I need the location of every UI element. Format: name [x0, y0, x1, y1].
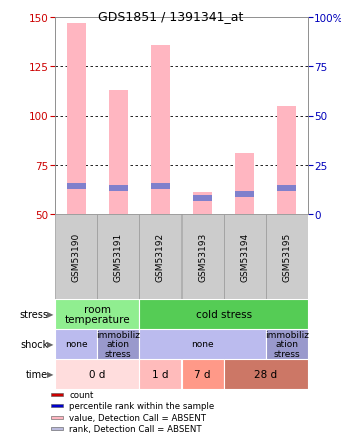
Bar	[97, 214, 139, 299]
Text: none: none	[191, 340, 214, 349]
Bar	[181, 359, 224, 389]
Bar	[139, 299, 308, 329]
Text: 7 d: 7 d	[194, 369, 211, 379]
Text: shock: shock	[20, 339, 48, 349]
Bar	[278, 186, 296, 192]
Text: time: time	[26, 369, 48, 379]
Bar	[55, 359, 139, 389]
Bar	[224, 214, 266, 299]
Text: rank, Detection Call = ABSENT: rank, Detection Call = ABSENT	[69, 424, 202, 433]
Text: GSM53195: GSM53195	[282, 232, 292, 282]
Text: value, Detection Call = ABSENT: value, Detection Call = ABSENT	[69, 413, 206, 422]
Text: none: none	[65, 340, 87, 349]
Text: GSM53192: GSM53192	[156, 232, 165, 281]
Text: ▶: ▶	[47, 370, 53, 378]
Bar	[109, 186, 128, 192]
Text: 0 d: 0 d	[89, 369, 105, 379]
Bar	[266, 214, 308, 299]
Bar	[51, 416, 63, 418]
Bar	[51, 427, 63, 430]
Bar	[55, 299, 139, 329]
Text: GSM53190: GSM53190	[72, 232, 80, 282]
Bar	[97, 329, 139, 359]
Bar	[151, 184, 170, 190]
Bar	[224, 359, 308, 389]
Text: GDS1851 / 1391341_at: GDS1851 / 1391341_at	[98, 10, 243, 23]
Bar	[151, 46, 170, 214]
Bar	[266, 329, 308, 359]
Text: GSM53191: GSM53191	[114, 232, 123, 282]
Text: 1 d: 1 d	[152, 369, 169, 379]
Text: ▶: ▶	[47, 310, 53, 319]
Bar	[235, 154, 254, 214]
Bar	[139, 359, 181, 389]
Text: stress: stress	[19, 309, 48, 319]
Bar	[278, 106, 296, 214]
Bar	[51, 404, 63, 408]
Bar	[51, 393, 63, 396]
Text: immobiliz
ation
stress: immobiliz ation stress	[265, 330, 309, 358]
Text: percentile rank within the sample: percentile rank within the sample	[69, 401, 214, 411]
Bar	[66, 24, 86, 214]
Bar	[193, 196, 212, 202]
Text: GSM53194: GSM53194	[240, 232, 249, 281]
Bar	[109, 91, 128, 214]
Text: immobiliz
ation
stress: immobiliz ation stress	[96, 330, 140, 358]
Text: cold stress: cold stress	[196, 309, 252, 319]
Bar	[139, 214, 181, 299]
Bar	[181, 214, 224, 299]
Bar	[139, 329, 266, 359]
Text: 28 d: 28 d	[254, 369, 277, 379]
Bar	[66, 184, 86, 190]
Bar	[235, 192, 254, 198]
Text: GSM53193: GSM53193	[198, 232, 207, 282]
Bar	[193, 193, 212, 214]
Text: room
temperature: room temperature	[64, 304, 130, 325]
Bar	[55, 214, 97, 299]
Bar	[55, 329, 97, 359]
Text: count: count	[69, 390, 93, 399]
Text: ▶: ▶	[47, 340, 53, 349]
